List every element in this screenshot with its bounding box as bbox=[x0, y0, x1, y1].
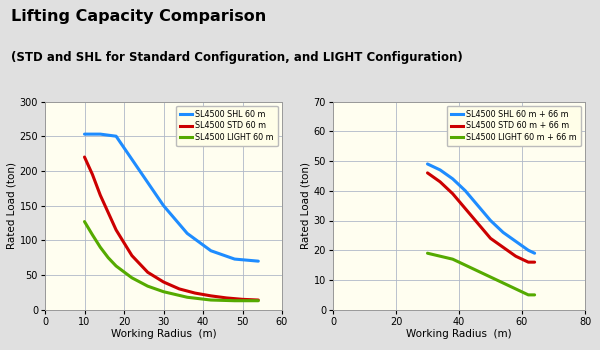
Y-axis label: Rated Load (ton): Rated Load (ton) bbox=[7, 162, 17, 249]
Legend: SL4500 SHL 60 m, SL4500 STD 60 m, SL4500 LIGHT 60 m: SL4500 SHL 60 m, SL4500 STD 60 m, SL4500… bbox=[176, 106, 278, 146]
Text: (STD and SHL for Standard Configuration, and LIGHT Configuration): (STD and SHL for Standard Configuration,… bbox=[11, 51, 463, 64]
Y-axis label: Rated Load (ton): Rated Load (ton) bbox=[301, 162, 311, 249]
X-axis label: Working Radius  (m): Working Radius (m) bbox=[110, 329, 217, 340]
X-axis label: Working Radius  (m): Working Radius (m) bbox=[406, 329, 512, 340]
Legend: SL4500 SHL 60 m + 66 m, SL4500 STD 60 m + 66 m, SL4500 LIGHT 60 m + 66 m: SL4500 SHL 60 m + 66 m, SL4500 STD 60 m … bbox=[447, 106, 581, 146]
Text: Lifting Capacity Comparison: Lifting Capacity Comparison bbox=[11, 9, 266, 24]
